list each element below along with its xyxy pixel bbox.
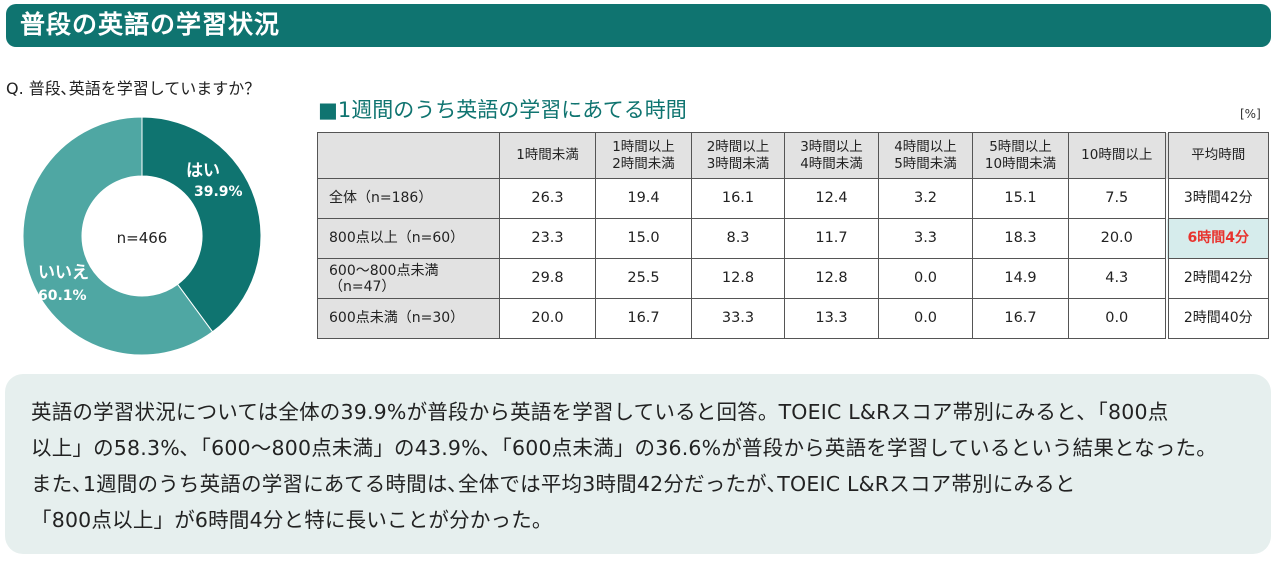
- table-cell: 0.0: [878, 298, 973, 339]
- table-cell: 26.3: [499, 178, 596, 219]
- column-header: 4時間以上 5時間未満: [878, 132, 973, 179]
- column-header-average: 平均時間: [1164, 132, 1269, 179]
- average-cell: 2時間40分: [1164, 298, 1269, 339]
- donut-chart: n=466 はい 39.9% いいえ 60.1%: [22, 116, 262, 356]
- slice-value-no: 60.1%: [38, 288, 87, 304]
- row-label: 600点未満（n=30）: [317, 298, 500, 339]
- row-label: 全体（n=186）: [317, 178, 500, 219]
- slice-value-yes: 39.9%: [194, 184, 243, 200]
- column-header: 2時間以上 3時間未満: [691, 132, 785, 179]
- summary-line: また､1週間のうち英語の学習にあてる時間は､全体では平均3時間42分だったが､T…: [31, 472, 1076, 496]
- table-cell: 14.9: [972, 258, 1069, 299]
- average-cell: 3時間42分: [1164, 178, 1269, 219]
- table-cell: 23.3: [499, 218, 596, 259]
- table-cell: 18.3: [972, 218, 1069, 259]
- table-cell: 0.0: [878, 258, 973, 299]
- header-blank: [317, 132, 500, 179]
- table-cell: 25.5: [595, 258, 692, 299]
- table-cell: 12.8: [784, 258, 879, 299]
- table-cell: 20.0: [1068, 218, 1167, 259]
- table-title: ■1週間のうち英語の学習にあてる時間: [318, 98, 687, 122]
- column-header: 1時間未満: [499, 132, 596, 179]
- table-cell: 16.7: [972, 298, 1069, 339]
- question-text: Q. 普段､英語を学習していますか？: [6, 79, 261, 98]
- table-cell: 3.2: [878, 178, 973, 219]
- table-cell: 19.4: [595, 178, 692, 219]
- slice-label-yes: はい: [186, 161, 220, 181]
- donut-center-label: n=466: [117, 229, 168, 247]
- table-row: 全体（n=186） 26.3 19.4 16.1 12.4 3.2 15.1 7.5 3時間42…: [317, 178, 1269, 219]
- table-cell: 4.3: [1068, 258, 1167, 299]
- study-time-table: 1時間未満 1時間以上 2時間未満 2時間以上 3時間未満 3時間以上 4時間未満 4時…: [317, 132, 1269, 339]
- summary-text: 英語の学習状況については全体の39.9%が普段から英語を学習していると回答。TO…: [31, 394, 1256, 538]
- unit-label: [%]: [1240, 107, 1261, 121]
- column-header: 10時間以上: [1068, 132, 1167, 179]
- table-row: 600点未満（n=30） 20.0 16.7 33.3 13.3 0.0 16.7 0.0 2時…: [317, 298, 1269, 339]
- table-cell: 20.0: [499, 298, 596, 339]
- table-cell: 11.7: [784, 218, 879, 259]
- column-header: 1時間以上 2時間未満: [595, 132, 692, 179]
- table-cell: 16.7: [595, 298, 692, 339]
- average-cell: 6時間4分: [1164, 218, 1269, 259]
- row-label: 800点以上（n=60）: [317, 218, 500, 259]
- table-cell: 12.8: [691, 258, 785, 299]
- table-cell: 3.3: [878, 218, 973, 259]
- table-cell: 16.1: [691, 178, 785, 219]
- column-header: 5時間以上 10時間未満: [972, 132, 1069, 179]
- table-header-row: 1時間未満 1時間以上 2時間未満 2時間以上 3時間未満 3時間以上 4時間未満 4時…: [317, 132, 1269, 179]
- table-cell: 33.3: [691, 298, 785, 339]
- table-cell: 29.8: [499, 258, 596, 299]
- table-cell: 8.3: [691, 218, 785, 259]
- donut-slice-1: [22, 116, 214, 356]
- table-cell: 12.4: [784, 178, 879, 219]
- row-label: 600～800点未満 （n=47）: [317, 258, 500, 299]
- table-row: 600～800点未満 （n=47） 29.8 25.5 12.8 12.8 0.0 14.9…: [317, 258, 1269, 299]
- average-cell: 2時間42分: [1164, 258, 1269, 299]
- table-row: 800点以上（n=60） 23.3 15.0 8.3 11.7 3.3 18.3 20.0 6時…: [317, 218, 1269, 259]
- section-title: 普段の英語の学習状況: [20, 10, 281, 39]
- table-cell: 15.0: [595, 218, 692, 259]
- summary-line: 「800点以上」が6時間4分と特に長いことが分かった。: [31, 508, 553, 532]
- table-cell: 13.3: [784, 298, 879, 339]
- slice-label-no: いいえ: [38, 263, 89, 283]
- column-header: 3時間以上 4時間未満: [784, 132, 879, 179]
- table-cell: 0.0: [1068, 298, 1167, 339]
- donut-slice-0: [141, 116, 262, 333]
- table-cell: 7.5: [1068, 178, 1167, 219]
- summary-line: 英語の学習状況については全体の39.9%が普段から英語を学習していると回答。TO…: [31, 400, 1169, 424]
- section-header: 普段の英語の学習状況: [6, 4, 1271, 47]
- summary-box: 英語の学習状況については全体の39.9%が普段から英語を学習していると回答。TO…: [5, 374, 1271, 554]
- summary-line: 以上」の58.3%､「600～800点未満」の43.9%､「600点未満」の36…: [31, 436, 1217, 460]
- table-cell: 15.1: [972, 178, 1069, 219]
